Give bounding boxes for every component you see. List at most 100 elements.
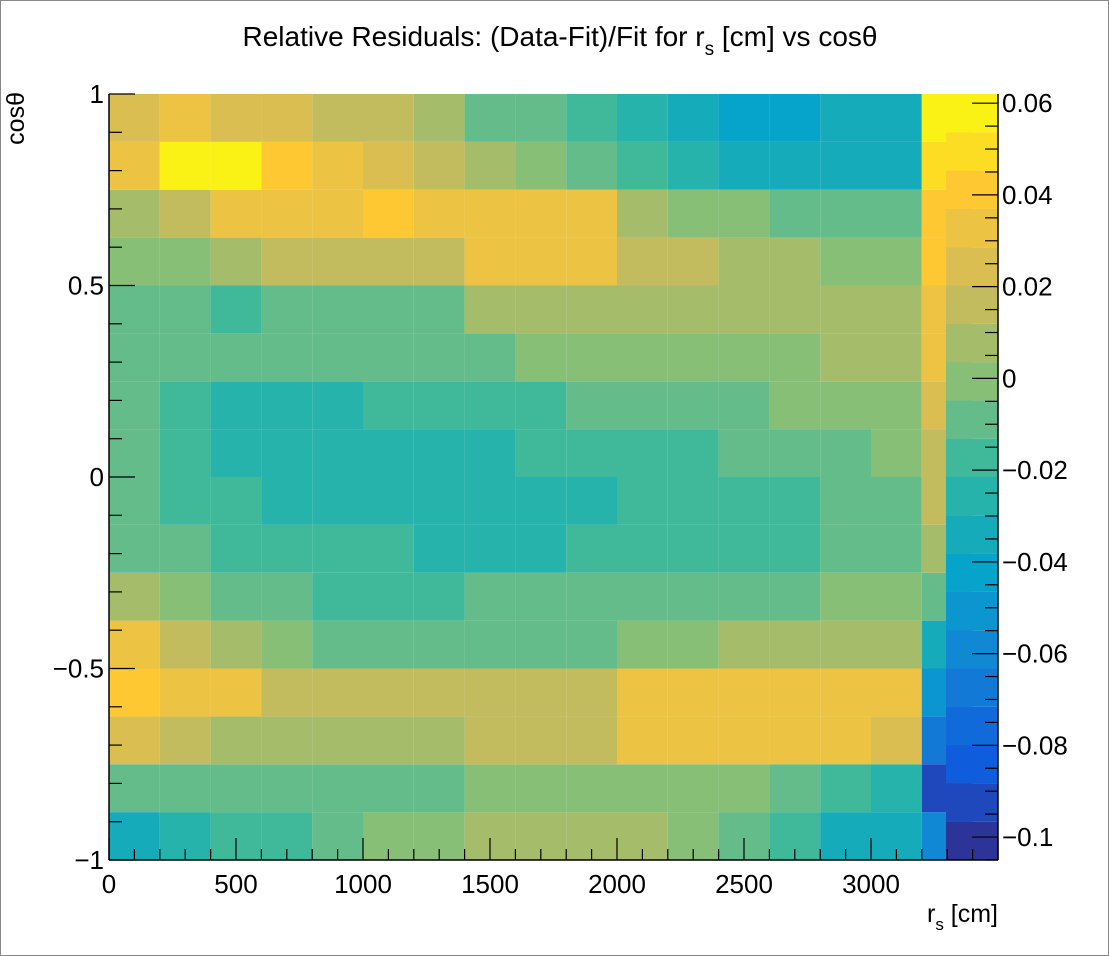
heatmap-cell xyxy=(617,572,668,621)
heatmap-cell xyxy=(109,668,160,717)
palette-bin xyxy=(946,515,998,554)
x-tick-label: 1000 xyxy=(334,869,392,899)
heatmap-cell xyxy=(312,572,363,621)
heatmap-cell xyxy=(871,524,922,573)
heatmap-cell xyxy=(210,381,262,430)
heatmap-cell xyxy=(159,94,211,142)
heatmap-cell xyxy=(159,764,211,813)
heatmap-cell xyxy=(312,94,363,142)
palette-bin xyxy=(946,706,998,746)
y-tick-label: 0 xyxy=(90,462,104,492)
heatmap-cell xyxy=(566,141,617,190)
x-tick-label: 0 xyxy=(102,869,116,899)
heatmap-cell xyxy=(261,429,313,477)
heatmap-cell xyxy=(413,333,465,382)
heatmap-cell xyxy=(718,285,770,334)
heatmap-cell xyxy=(515,716,567,765)
heatmap-cell xyxy=(312,141,363,190)
heatmap-cell xyxy=(617,237,668,286)
heatmap-cell xyxy=(210,333,262,382)
heatmap-cell xyxy=(667,285,719,334)
heatmap-cell xyxy=(363,477,414,525)
heatmap-cell xyxy=(566,620,617,669)
heatmap-cell xyxy=(871,285,922,334)
heatmap-cell xyxy=(464,333,516,382)
heatmap-cell xyxy=(820,94,871,142)
heatmap-cell xyxy=(566,668,617,717)
heatmap-cell xyxy=(261,94,313,142)
heatmap-cell xyxy=(363,141,414,190)
palette-bin xyxy=(946,132,998,171)
heatmap-cell xyxy=(261,333,313,382)
heatmap-cell xyxy=(159,668,211,717)
heatmap-cell xyxy=(667,429,719,477)
heatmap-cell xyxy=(413,285,465,334)
heatmap-cell xyxy=(261,477,313,525)
heatmap-cell xyxy=(312,285,363,334)
heatmap-cell xyxy=(871,237,922,286)
heatmap-cell xyxy=(820,429,871,477)
heatmap-cell xyxy=(312,620,363,669)
z-tick-label: 0.02 xyxy=(1002,272,1053,302)
heatmap-cell xyxy=(109,141,160,190)
heatmap-cell xyxy=(261,141,313,190)
x-tick-label: 2000 xyxy=(588,869,646,899)
heatmap-cell xyxy=(718,716,770,765)
heatmap-cell xyxy=(820,764,871,813)
heatmap-cell xyxy=(820,524,871,573)
heatmap-cell xyxy=(515,285,567,334)
heatmap-cell xyxy=(363,94,414,142)
heatmap-cell xyxy=(515,141,567,190)
heatmap-cell xyxy=(363,333,414,382)
heatmap-cell xyxy=(718,94,770,142)
heatmap-cell xyxy=(515,572,567,621)
palette-bin xyxy=(946,400,998,439)
heatmap-cell xyxy=(820,189,871,238)
z-tick-label: −0.08 xyxy=(1002,730,1068,760)
heatmap-cell xyxy=(718,477,770,525)
heatmap-cell xyxy=(109,764,160,813)
heatmap-cell xyxy=(363,285,414,334)
heatmap-cell xyxy=(667,333,719,382)
heatmap-cell xyxy=(871,716,922,765)
heatmap-cell xyxy=(515,620,567,669)
heatmap-cell xyxy=(210,94,262,142)
heatmap-cell xyxy=(261,716,313,765)
heatmap-cell xyxy=(769,381,821,430)
heatmap-cell xyxy=(566,189,617,238)
heatmap-cell xyxy=(109,572,160,621)
palette-bin xyxy=(946,630,998,669)
heatmap-cell xyxy=(363,716,414,765)
heatmap-cell xyxy=(210,716,262,765)
heatmap-cell xyxy=(464,764,516,813)
heatmap-cell xyxy=(718,764,770,813)
heatmap-cell xyxy=(617,381,668,430)
heatmap-cell xyxy=(515,333,567,382)
palette-bin xyxy=(946,323,998,363)
heatmap-cell xyxy=(617,285,668,334)
heatmap-cell xyxy=(871,668,922,717)
heatmap-cell xyxy=(464,716,516,765)
heatmap-cell xyxy=(312,429,363,477)
heatmap-cell xyxy=(261,237,313,286)
heatmap-cell xyxy=(871,189,922,238)
heatmap-cell xyxy=(769,189,821,238)
heatmap-cell xyxy=(566,94,617,142)
heatmap-cell xyxy=(667,237,719,286)
heatmap-cell xyxy=(464,237,516,286)
heatmap-cell xyxy=(769,333,821,382)
heatmap-cell xyxy=(363,237,414,286)
heatmap-cell xyxy=(769,477,821,525)
heatmap-cell xyxy=(363,381,414,430)
palette-bin xyxy=(946,170,998,209)
heatmap-cell xyxy=(159,381,211,430)
heatmap-cell xyxy=(109,94,160,142)
heatmap-cell xyxy=(464,572,516,621)
heatmap-cell xyxy=(210,524,262,573)
heatmap-cell xyxy=(159,189,211,238)
heatmap-cell xyxy=(159,524,211,573)
heatmap-cell xyxy=(312,477,363,525)
heatmap-cell xyxy=(667,572,719,621)
heatmap-cell xyxy=(667,668,719,717)
heatmap-cell xyxy=(566,477,617,525)
